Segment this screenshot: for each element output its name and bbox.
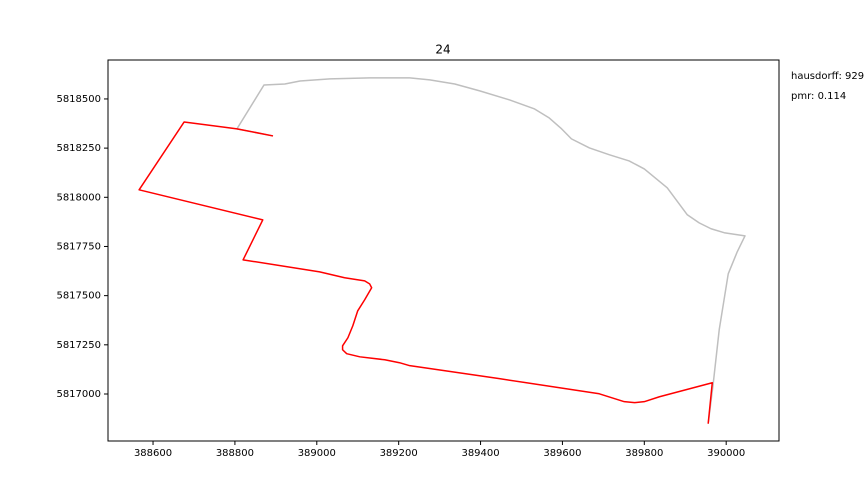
y-tick-label: 5817250 bbox=[56, 340, 101, 351]
annotation: pmr: 0.114 bbox=[791, 91, 846, 102]
series-line bbox=[236, 77, 746, 424]
x-tick-label: 388600 bbox=[134, 448, 172, 459]
x-tick-label: 389800 bbox=[625, 448, 663, 459]
x-tick-label: 389600 bbox=[543, 448, 581, 459]
series-line bbox=[138, 121, 714, 424]
y-tick-label: 5818000 bbox=[56, 192, 101, 203]
chart-title: 24 bbox=[435, 43, 450, 57]
x-tick-label: 389000 bbox=[298, 448, 336, 459]
x-tick-label: 390000 bbox=[707, 448, 745, 459]
y-tick-label: 5818500 bbox=[56, 94, 101, 105]
x-tick-label: 389400 bbox=[461, 448, 499, 459]
annotation: hausdorff: 929 bbox=[791, 71, 864, 82]
y-tick-label: 5817500 bbox=[56, 291, 101, 302]
y-tick-label: 5818250 bbox=[56, 143, 101, 154]
x-tick-label: 389200 bbox=[380, 448, 418, 459]
plot-frame bbox=[107, 59, 780, 442]
x-tick-label: 388800 bbox=[216, 448, 254, 459]
y-tick-label: 5817750 bbox=[56, 241, 101, 252]
y-tick-label: 5817000 bbox=[56, 389, 101, 400]
